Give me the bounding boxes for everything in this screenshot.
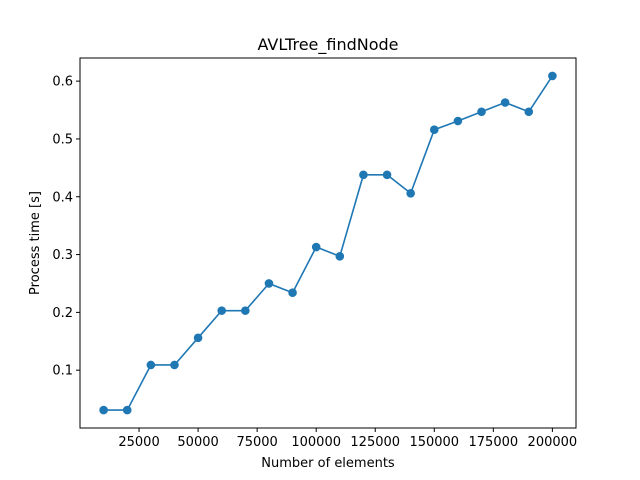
data-point xyxy=(335,251,345,261)
x-tick-label: 175000 xyxy=(469,435,519,450)
data-point xyxy=(382,170,392,180)
y-tick-label: 0.3 xyxy=(52,248,73,263)
data-point xyxy=(264,279,274,288)
x-tick-label: 25000 xyxy=(118,435,159,450)
y-axis-ticks: 0.1 0.2 0.3 0.4 0.5 0.6 xyxy=(52,75,80,379)
data-point xyxy=(311,242,321,252)
x-tick-label: 75000 xyxy=(236,435,277,450)
x-axis-ticks: 25000 50000 75000 100000 125000 150000 175000 2… xyxy=(118,428,577,450)
y-tick-label: 0.1 xyxy=(52,364,73,379)
axes-frame xyxy=(79,57,577,429)
data-point xyxy=(217,306,227,315)
data-point xyxy=(146,360,156,370)
data-point xyxy=(524,107,534,117)
series-layer xyxy=(99,71,557,415)
data-point xyxy=(122,405,132,415)
x-axis-label: Number of elements xyxy=(261,456,395,471)
x-tick-label: 125000 xyxy=(350,435,400,450)
y-axis-label: Process time [s] xyxy=(28,191,43,295)
plot-background xyxy=(80,58,576,428)
data-point xyxy=(193,333,203,343)
data-point xyxy=(241,306,250,315)
chart-title: AVLTree_findNode xyxy=(257,35,398,55)
data-point xyxy=(288,288,297,298)
data-point xyxy=(406,188,415,198)
data-point xyxy=(548,71,557,81)
y-tick-label: 0.2 xyxy=(52,306,73,321)
y-tick-label: 0.4 xyxy=(52,190,73,205)
data-point xyxy=(359,170,368,180)
x-tick-label: 50000 xyxy=(177,435,218,450)
y-tick-label: 0.6 xyxy=(52,75,73,90)
data-point xyxy=(170,360,179,370)
data-point xyxy=(477,107,486,117)
data-point xyxy=(453,116,463,126)
x-tick-label: 150000 xyxy=(409,435,459,450)
data-point xyxy=(429,125,439,134)
plot-area xyxy=(79,57,577,429)
data-point xyxy=(500,98,510,107)
x-tick-label: 100000 xyxy=(291,435,341,450)
x-tick-label: 200000 xyxy=(528,435,578,450)
y-tick-label: 0.5 xyxy=(52,132,73,147)
data-point xyxy=(99,405,108,415)
